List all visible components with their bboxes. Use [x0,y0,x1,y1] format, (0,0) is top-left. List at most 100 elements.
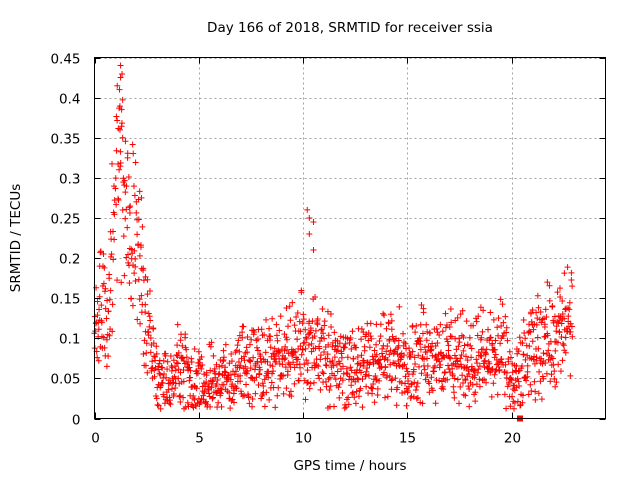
data-point [387,311,394,318]
data-point [566,299,573,306]
data-point [352,378,359,385]
data-point [444,338,451,345]
y-tick-label: 0.1 [59,332,80,348]
data-point [229,396,236,403]
data-point [259,380,266,387]
data-point [135,241,142,248]
data-point [544,332,551,339]
data-point [208,384,215,391]
data-point [165,386,172,393]
data-point [529,306,536,313]
data-point [135,276,142,283]
data-point [128,295,135,302]
data-point [487,334,494,341]
data-point [174,321,181,328]
data-point [352,400,359,407]
data-point [562,334,569,341]
data-point [542,306,549,313]
data-point [549,355,556,362]
data-point [297,371,304,378]
data-point [334,368,341,375]
data-point [539,316,546,323]
data-point [347,364,354,371]
data-point [412,386,419,393]
data-point [253,337,260,344]
data-point [465,383,472,390]
data-point [301,339,308,346]
data-point [241,392,248,399]
data-point [510,405,517,412]
data-point [564,305,571,312]
data-point [524,368,531,375]
data-point [94,312,101,319]
data-point [270,350,277,357]
data-point [415,352,422,359]
data-point [451,394,458,401]
data-point [569,283,576,290]
data-point [506,348,513,355]
data-point [294,356,301,363]
data-point [297,328,304,335]
data-point [177,398,184,405]
data-point [228,358,235,365]
data-point [125,251,132,258]
data-point [226,389,233,396]
data-point [513,363,520,370]
data-point [456,339,463,346]
data-point [135,216,142,223]
data-point [95,326,102,333]
data-point [516,367,523,374]
data-point [540,350,547,357]
data-point [371,347,378,354]
data-point [265,374,272,381]
data-point [569,333,576,340]
data-point [436,377,443,384]
data-point [303,335,310,342]
data-point [177,369,184,376]
data-point [107,287,114,294]
data-point [258,326,265,333]
data-point [92,328,99,335]
data-point [233,384,240,391]
data-point [143,340,150,347]
data-point [159,364,166,371]
data-point [282,355,289,362]
data-point [396,303,403,310]
data-point [322,361,329,368]
data-point [130,183,137,190]
data-point [403,402,410,409]
data-point [291,322,298,329]
data-point [419,330,426,337]
data-point [421,344,428,351]
data-point [240,353,247,360]
data-point [297,343,304,350]
data-point [547,356,554,363]
data-point [281,356,288,363]
data-point [306,385,313,392]
data-point [288,393,295,400]
data-point [114,82,121,89]
data-point [568,323,575,330]
data-point [523,377,530,384]
data-point [492,337,499,344]
data-point [436,358,443,365]
data-point [291,380,298,387]
data-point [334,347,341,354]
data-point [249,403,256,410]
data-point [413,395,420,402]
data-point [207,343,214,350]
data-point [429,387,436,394]
data-point [273,332,280,339]
data-point [150,340,157,347]
data-point [547,378,554,385]
data-point [538,396,545,403]
data-point [556,285,563,292]
data-point [393,402,400,409]
data-point [305,341,312,348]
data-point [519,399,526,406]
data-point [129,302,136,309]
data-point [523,342,530,349]
data-point [466,371,473,378]
data-point [488,366,495,373]
data-point [496,366,503,373]
